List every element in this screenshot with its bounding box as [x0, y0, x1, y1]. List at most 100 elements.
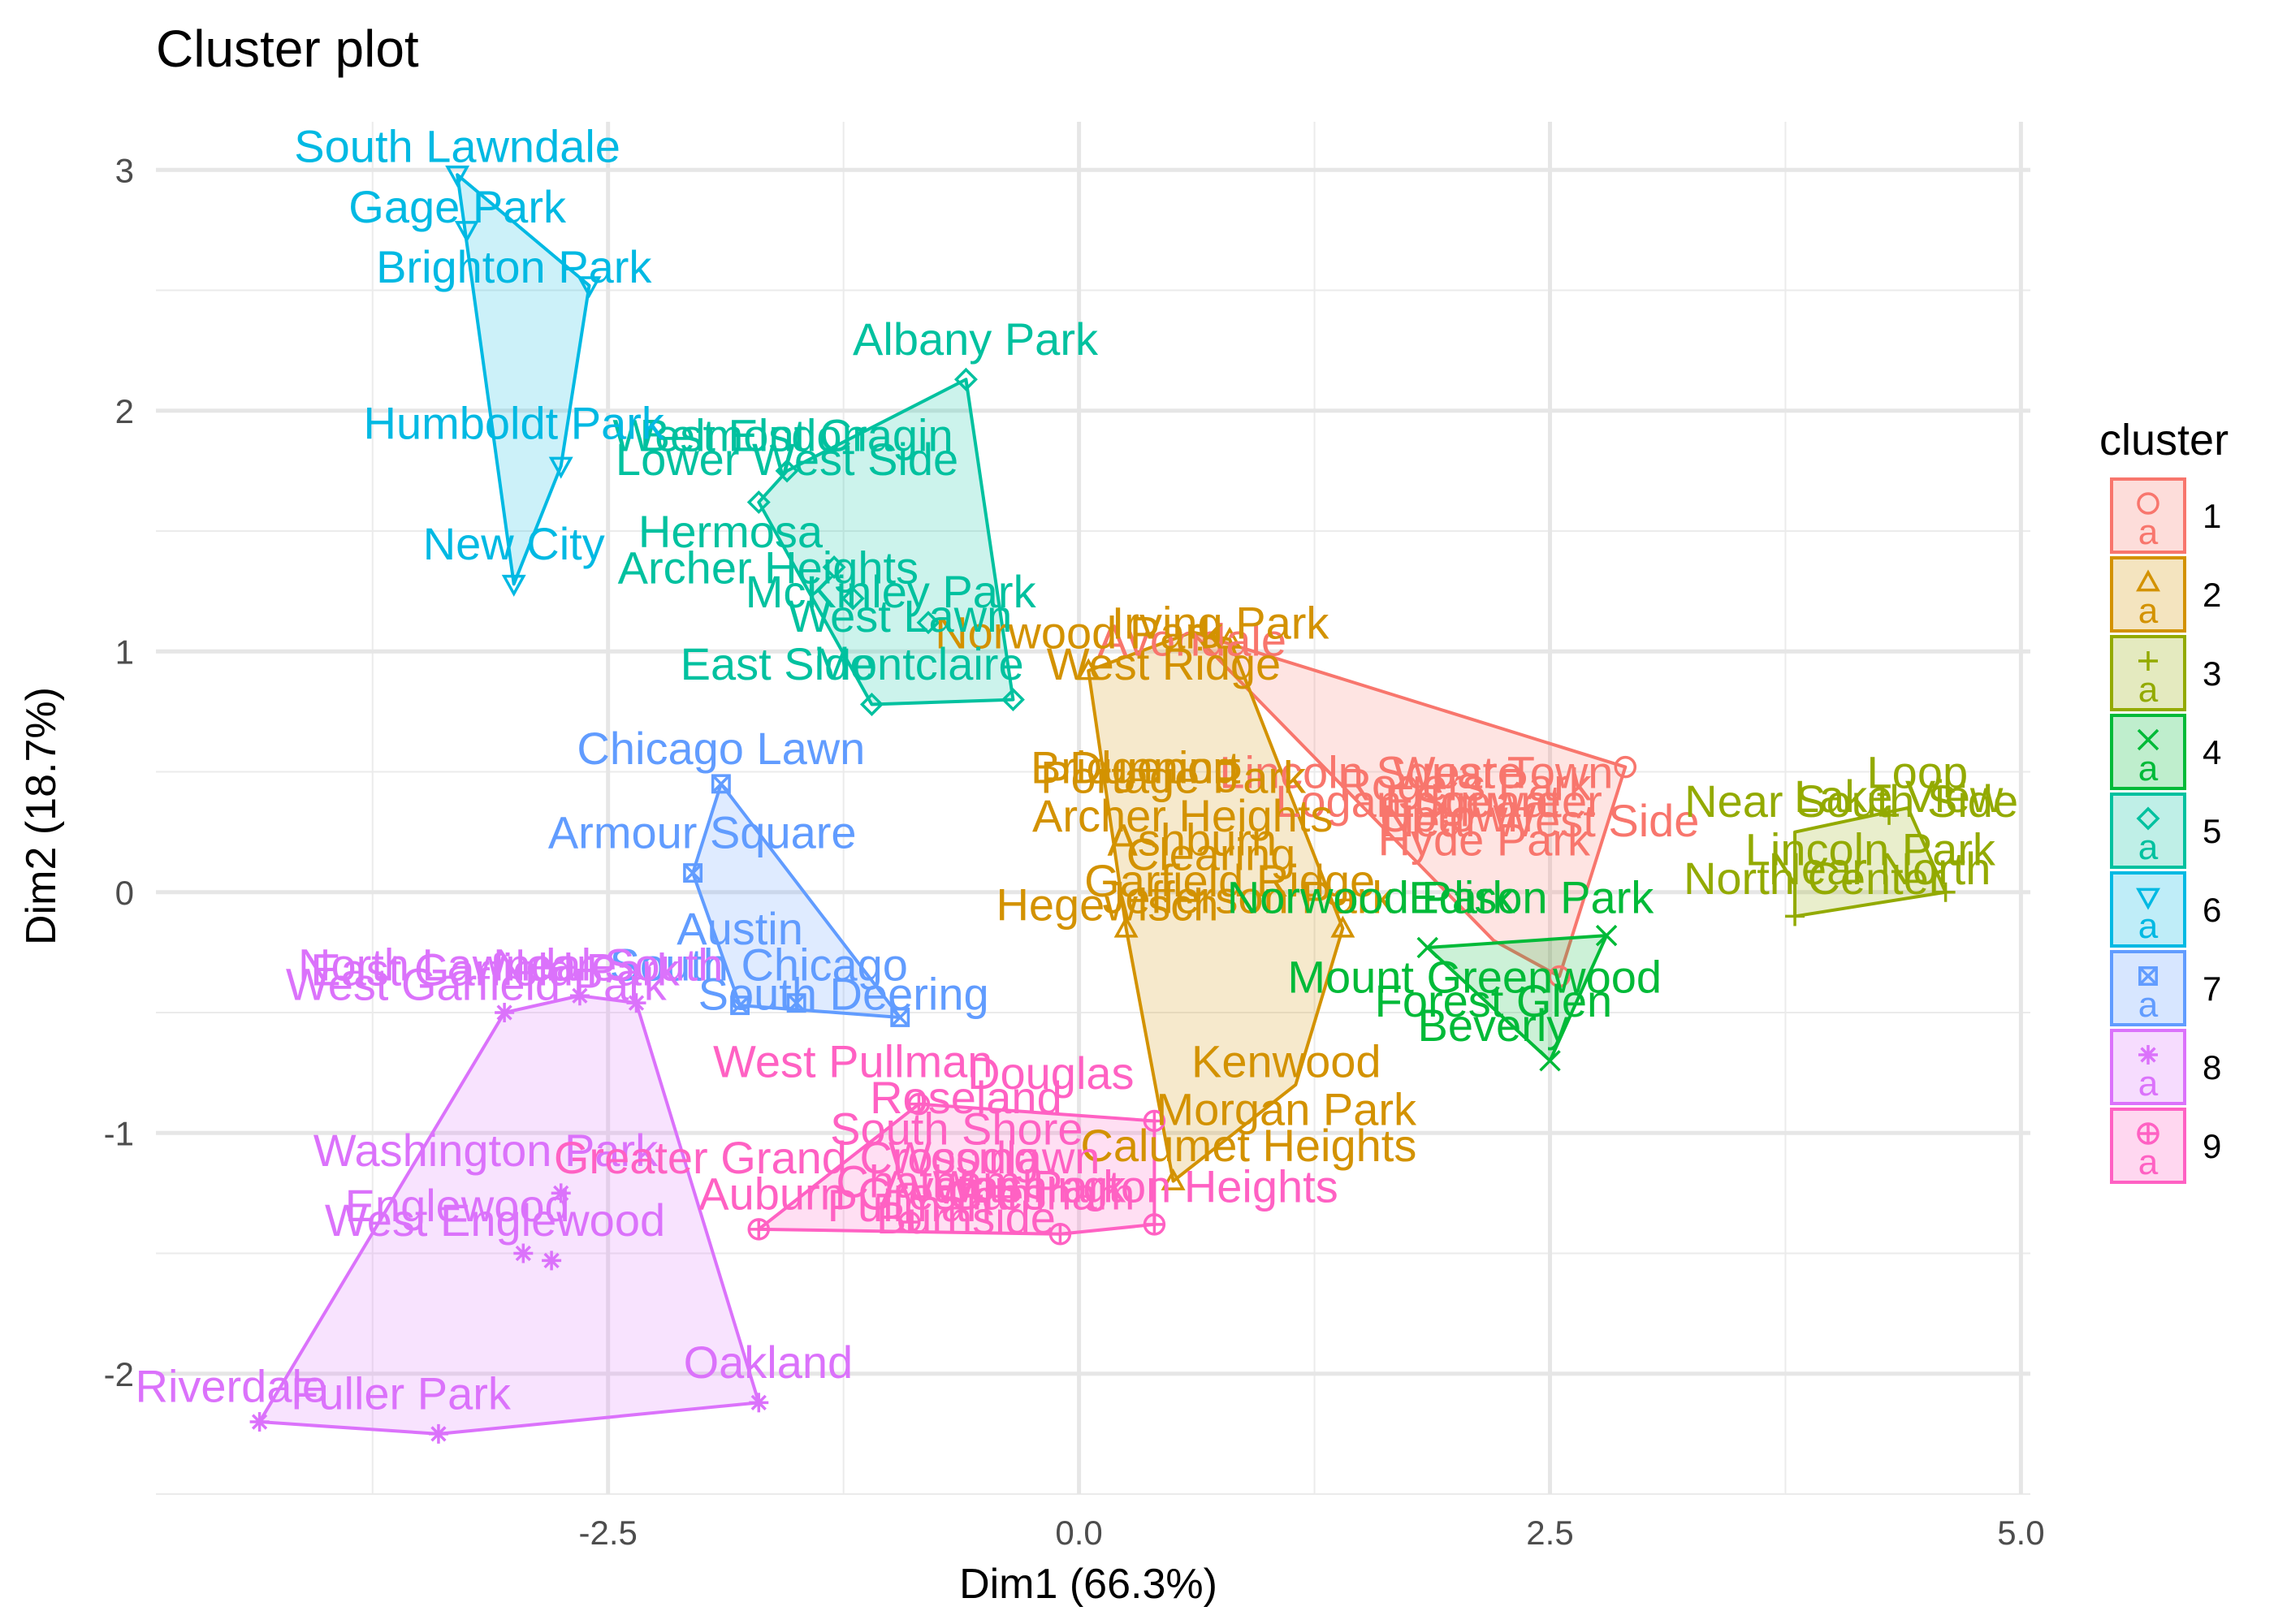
point-marker — [786, 993, 806, 1013]
legend-key-marker — [2136, 888, 2160, 910]
point-marker — [916, 611, 940, 635]
point-marker — [1161, 1168, 1186, 1190]
point-marker — [747, 1218, 771, 1241]
point-label: West Lawn — [788, 590, 1012, 641]
legend-key — [2110, 1029, 2186, 1105]
point-marker — [953, 367, 978, 391]
legend-label: 7 — [2203, 970, 2221, 1008]
legend-key-letter: a — [2138, 985, 2159, 1025]
legend-key-marker — [2138, 1045, 2158, 1065]
point-label: Woodlawn — [888, 1132, 1100, 1183]
y-tick-label: 2 — [115, 392, 134, 430]
point-marker — [626, 993, 646, 1013]
point-label: Montclaire — [814, 638, 1023, 689]
legend-key-marker — [2136, 806, 2160, 831]
point-label: Humboldt Park — [364, 398, 665, 449]
point-label: Bridgeport — [1031, 742, 1241, 793]
legend-key-letter: a — [2138, 512, 2159, 552]
point-label: Ashburn — [1107, 814, 1277, 866]
legend-key — [2110, 793, 2186, 869]
legend-key — [2110, 556, 2186, 633]
legend-key-marker — [2138, 651, 2158, 671]
legend-label: 6 — [2203, 891, 2221, 929]
legend-key-marker — [2138, 966, 2158, 986]
legend-label: 3 — [2203, 654, 2221, 693]
point-marker — [577, 276, 602, 299]
point-label: Jefferson Park — [1102, 872, 1395, 923]
x-tick-label: -2.5 — [579, 1514, 638, 1552]
legend-key-letter: a — [2138, 670, 2159, 710]
point-marker — [683, 863, 703, 883]
point-marker — [454, 221, 479, 244]
point-label: Near North — [1768, 843, 1991, 894]
legend-key — [2110, 477, 2186, 554]
point-label: West Garfield Park — [286, 958, 668, 1009]
point-marker — [746, 490, 771, 514]
point-label: Edgewater — [1385, 775, 1602, 827]
legend: cluster a 1a 2a 3a 4a 5a 6a 7a 8a 9 — [2099, 416, 2229, 1184]
cluster-hull-1 — [1190, 630, 1628, 978]
point-marker — [749, 1393, 769, 1413]
point-marker — [249, 1412, 270, 1432]
point-label: New City — [423, 518, 605, 569]
point-label: Uptown — [1379, 790, 1533, 841]
point-label: West Englewood — [325, 1194, 665, 1246]
point-label: Irving Park — [1112, 598, 1330, 649]
point-label: Lincoln Square — [1219, 747, 1523, 798]
cluster-hull-5 — [757, 378, 1015, 706]
point-marker — [569, 986, 590, 1006]
point-label: Dunning — [1070, 742, 1239, 793]
point-label: Fuller Park — [291, 1367, 512, 1419]
point-label: Washington Heights — [933, 1160, 1338, 1212]
point-marker — [495, 1003, 515, 1023]
point-label: Oakland — [684, 1337, 854, 1388]
legend-key-letter: a — [2138, 749, 2159, 788]
point-marker — [1113, 915, 1139, 938]
point-marker — [1539, 1050, 1561, 1072]
point-label: Forest Glen — [1375, 975, 1613, 1026]
point-marker — [1595, 924, 1618, 947]
point-label: Rogers Park — [1339, 758, 1593, 810]
point-label: South Lawndale — [294, 121, 620, 172]
y-tick-label: 3 — [115, 151, 134, 189]
legend-label: 4 — [2203, 733, 2221, 771]
point-label: Albany Park — [853, 313, 1099, 365]
point-label: Morgan Park — [1156, 1084, 1417, 1135]
legend-label: 1 — [2203, 497, 2221, 535]
point-label: Near South Side — [1684, 775, 2018, 827]
point-label: Belmont Cragin — [640, 409, 953, 460]
point-label: Avondale — [1098, 614, 1287, 665]
point-label: Burnside — [876, 1192, 1056, 1243]
x-tick-label: 0.0 — [1055, 1514, 1102, 1552]
point-marker — [1548, 965, 1571, 988]
point-label: South Shore — [830, 1103, 1083, 1154]
point-label: Roseland — [870, 1072, 1062, 1123]
point-label: West Ridge — [1047, 638, 1281, 689]
legend-label: 8 — [2203, 1048, 2221, 1086]
point-marker — [730, 996, 750, 1016]
point-label: Lower West Side — [616, 434, 958, 485]
point-label: McKinley Park — [746, 566, 1037, 617]
point-label: Riverdale — [136, 1361, 328, 1412]
point-label: North Lawndale — [298, 939, 616, 991]
point-label: South Chicago — [610, 939, 908, 991]
legend-key — [2110, 950, 2186, 1026]
point-marker — [1076, 658, 1101, 680]
legend-key-marker — [2137, 492, 2159, 515]
point-marker — [501, 574, 526, 597]
point-label: North Center — [1684, 853, 1944, 904]
point-label: Hyde Park — [1378, 814, 1591, 866]
y-tick-label: 1 — [115, 633, 134, 671]
point-marker — [822, 555, 846, 579]
point-marker — [841, 586, 865, 611]
